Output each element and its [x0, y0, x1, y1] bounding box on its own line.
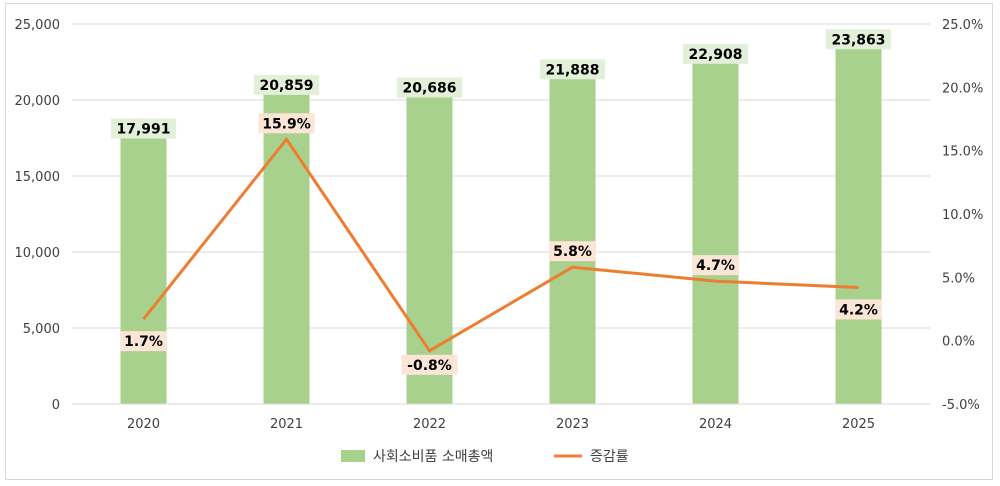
bar-data-label: 22,908	[688, 47, 742, 63]
left-axis-tick-label: 15,000	[15, 170, 61, 185]
bar	[692, 55, 739, 404]
x-axis-tick-label: 2023	[556, 417, 589, 432]
x-axis-tick-label: 2024	[699, 417, 732, 432]
right-axis-tick-label: 0.0%	[942, 335, 975, 350]
right-axis-tick-label: 20.0%	[942, 81, 983, 96]
right-axis-tick-label: 5.0%	[942, 271, 975, 286]
line-data-label-bg	[258, 113, 315, 134]
bar	[835, 41, 882, 404]
bar-data-label-bg	[253, 74, 320, 95]
bar-data-label-bg	[682, 43, 749, 64]
bar-data-label-bg	[825, 29, 892, 50]
x-axis-tick-label: 2022	[413, 417, 446, 432]
line-data-label: -0.8%	[407, 358, 452, 374]
right-axis-tick-label: -5.0%	[942, 398, 980, 413]
bar-data-label: 23,863	[831, 32, 885, 48]
line-data-label-bg	[835, 299, 882, 320]
bar-data-label: 20,686	[402, 81, 456, 97]
line-data-label: 15.9%	[262, 116, 311, 132]
right-axis-tick-label: 25.0%	[942, 18, 983, 33]
bar-data-label: 21,888	[545, 62, 599, 78]
legend-swatch-bar	[341, 450, 365, 462]
bar-series	[120, 41, 882, 404]
chart-frame	[5, 3, 993, 480]
left-axis-tick-label: 20,000	[15, 94, 61, 109]
legend-label-line: 증감률	[590, 449, 629, 465]
bar-data-label-bg	[539, 59, 606, 80]
right-axis-tick-label: 15.0%	[942, 145, 983, 160]
left-axis-tick-label: 0	[52, 398, 60, 413]
bar-data-label: 17,991	[116, 122, 170, 138]
left-axis-tick-label: 10,000	[15, 246, 61, 261]
line-data-label-bg	[120, 331, 167, 352]
line-series	[142, 137, 859, 353]
line-data-label-bg	[692, 255, 739, 276]
line-data-label: 4.2%	[839, 302, 878, 318]
line-data-label: 1.7%	[124, 334, 163, 350]
legend-label-bar: 사회소비품 소매총액	[373, 449, 493, 465]
bar-data-label-bg	[396, 77, 463, 98]
x-axis-tick-label: 2021	[270, 417, 303, 432]
bar-data-label: 20,859	[259, 78, 313, 94]
legend: 사회소비품 소매총액 증감률	[341, 449, 629, 465]
data-labels: 17,991 20,859 20,686 21,888 22,908 23,863 1.7%…	[110, 29, 892, 375]
right-axis-tick-label: 10.0%	[942, 208, 983, 223]
bar-data-label-bg	[110, 118, 177, 139]
line-path	[142, 137, 859, 353]
left-axis-tick-label: 25,000	[15, 18, 61, 33]
line-data-label-bg	[549, 241, 596, 262]
x-axis-tick-label: 2020	[127, 417, 160, 432]
line-data-label: 5.8%	[553, 244, 592, 260]
bar	[263, 86, 310, 404]
axes: 0 5,000 10,000 15,000 20,000 25,000 -5.0% 0.0% 5…	[15, 18, 984, 432]
line-data-label-bg	[401, 354, 458, 375]
line-data-label: 4.7%	[696, 258, 735, 274]
left-axis-tick-label: 5,000	[23, 322, 60, 337]
bar	[549, 71, 596, 404]
bar	[120, 130, 167, 404]
x-axis-tick-label: 2025	[842, 417, 875, 432]
gridlines	[72, 23, 930, 329]
